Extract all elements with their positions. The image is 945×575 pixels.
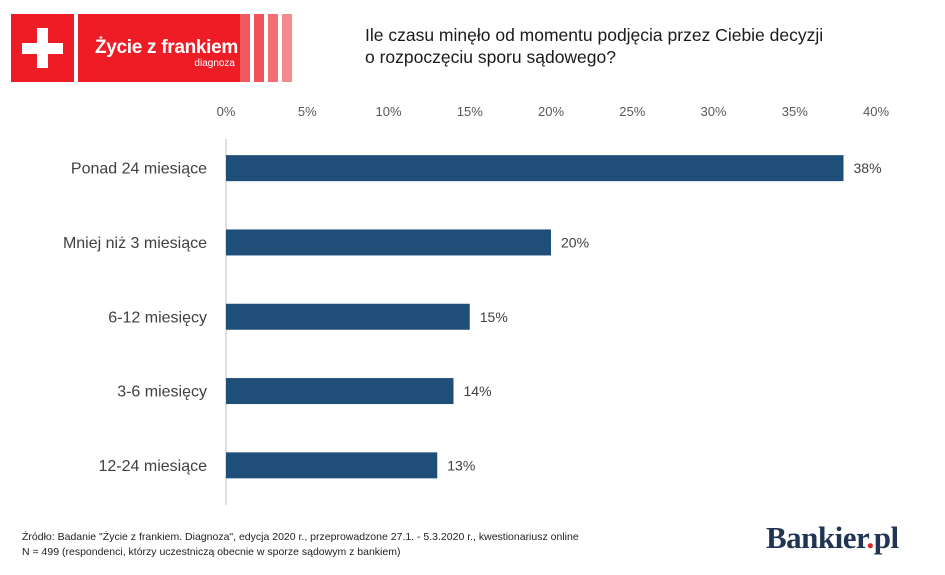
data-label: 15% [480,309,508,325]
brand-tld: pl [873,520,899,555]
x-tick-label: 40% [863,104,889,119]
bankier-logo: Bankier.pl [766,520,899,556]
logo-subtitle: diagnoza [194,58,235,69]
x-tick-label: 10% [375,104,401,119]
bar [226,303,470,330]
chart-title-line: Ile czasu minęło od momentu podjęcia prz… [365,25,824,45]
source-line: Źródło: Badanie "Życie z frankiem. Diagn… [22,531,579,543]
brand-dot: . [866,520,874,555]
bar [226,452,438,479]
bar [226,155,844,182]
bar [226,378,454,405]
logo-stripe [240,14,250,82]
data-label: 20% [561,234,589,250]
sample-size-line: N = 499 (respondenci, którzy uczestniczą… [22,546,401,558]
x-tick-label: 15% [457,104,483,119]
swiss-cross-icon [11,14,74,82]
category-label: 12-24 miesiące [99,458,208,475]
chart-title-line: o rozpoczęciu sporu sądowego? [365,47,616,67]
logo-stripe [254,14,264,82]
data-label: 38% [854,160,882,176]
data-label: 14% [464,383,492,399]
category-label: 3-6 miesięcy [117,384,207,401]
category-label: Ponad 24 miesiące [71,161,207,178]
x-tick-label: 0% [217,104,236,119]
x-tick-label: 30% [700,104,726,119]
logo-title-box [78,14,247,82]
logo-title: Życie z frankiem [94,37,238,58]
x-tick-label: 20% [538,104,564,119]
chart-title: Ile czasu minęło od momentu podjęcia prz… [365,24,885,68]
brand-name: Bankier [766,520,867,555]
logo-stripe [282,14,292,82]
bar [226,229,551,256]
category-label: 6-12 miesięcy [108,309,207,326]
category-label: Mniej niż 3 miesiące [63,235,207,252]
source-note: Źródło: Badanie "Życie z frankiem. Diagn… [22,530,579,560]
x-tick-label: 35% [782,104,808,119]
x-tick-label: 5% [298,104,317,119]
logo-stripe [268,14,278,82]
data-label: 13% [447,457,475,473]
x-tick-label: 25% [619,104,645,119]
